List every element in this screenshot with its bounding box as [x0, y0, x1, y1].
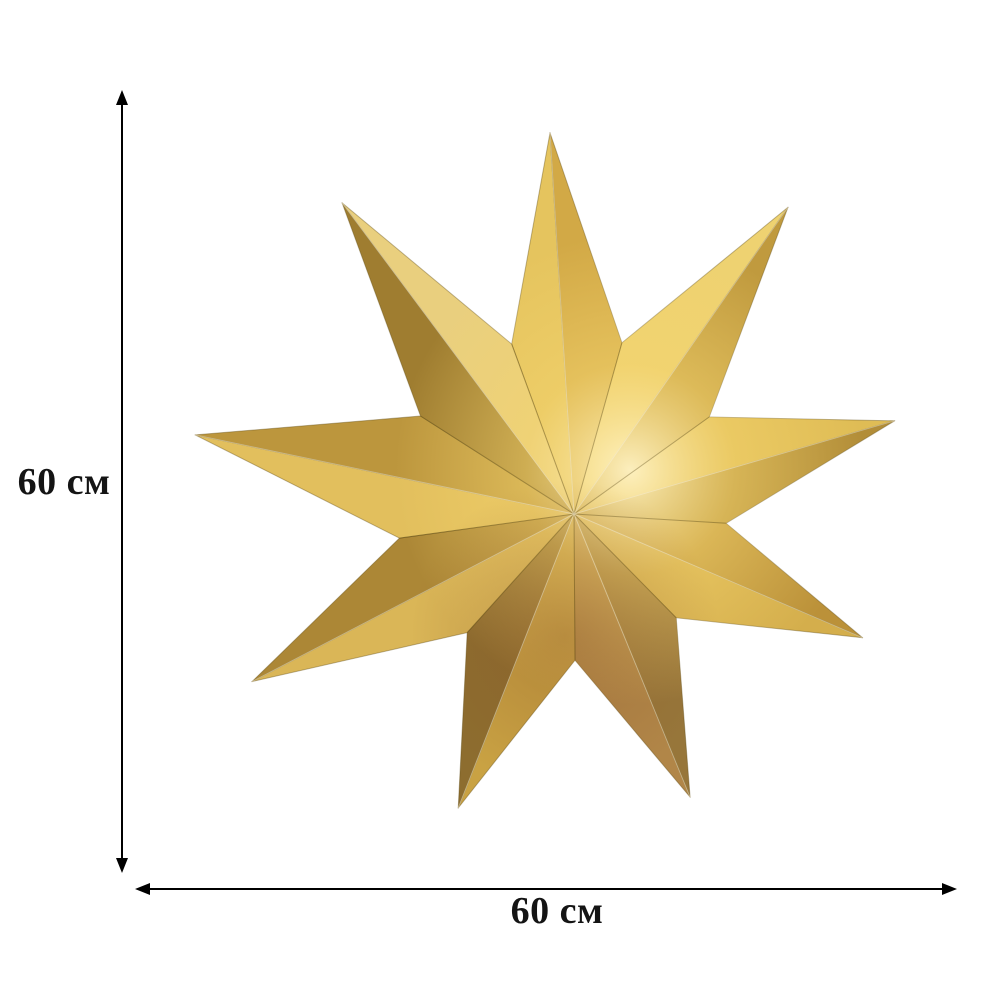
star-ridge-fold: [251, 513, 575, 683]
star-ridge-fold: [573, 207, 789, 515]
height-dimension-label: 60 см: [17, 461, 111, 503]
star-ridge-fold: [573, 420, 895, 515]
width-dimension-label: 60 см: [510, 890, 604, 932]
arrow-up-icon: [116, 90, 128, 105]
star-ridge-fold: [457, 513, 575, 809]
star-valley-fold: [466, 513, 575, 633]
star-ridge-fold: [573, 513, 863, 639]
star-ridge-fold: [341, 202, 575, 515]
arrow-left-icon: [135, 883, 150, 895]
star-ridge-fold: [549, 132, 575, 515]
star-valley-fold: [573, 513, 576, 661]
star-valley-fold: [573, 342, 623, 515]
arrow-down-icon: [116, 858, 128, 873]
star-ridge-fold: [573, 513, 691, 798]
star-valley-fold: [399, 513, 575, 539]
vertical-dimension-line: [120, 100, 124, 862]
star-ridge-fold: [195, 434, 575, 515]
star-valley-fold: [573, 513, 677, 619]
arrow-right-icon: [942, 883, 957, 895]
star-valley-fold: [511, 343, 575, 515]
horizontal-dimension-line: [147, 887, 945, 891]
star-valley-fold: [573, 416, 710, 515]
star-valley-fold: [420, 415, 575, 515]
star-copper-shadow: [195, 132, 895, 809]
star-valley-fold: [573, 513, 727, 524]
